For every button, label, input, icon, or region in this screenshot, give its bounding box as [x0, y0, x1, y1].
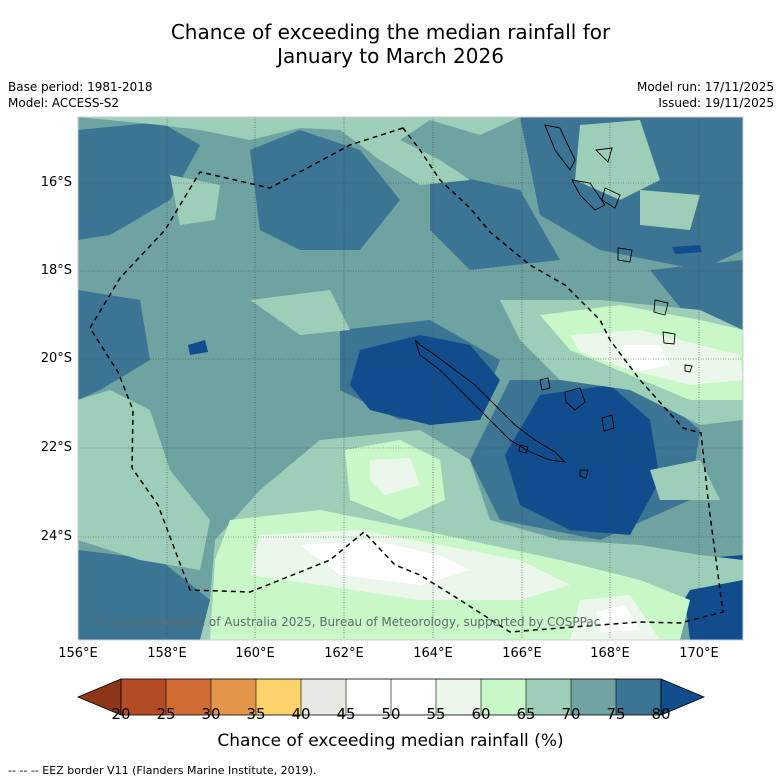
- coastlines: [414, 124, 693, 479]
- field-80-spot-ne: [672, 245, 702, 254]
- map-title-line2: January to March 2026: [277, 44, 504, 68]
- colorbar-bin-55-60: [436, 679, 481, 715]
- colorbar: [76, 678, 706, 716]
- field-65-70-west: [78, 390, 210, 570]
- colorbar-bin-65-70: [526, 679, 571, 715]
- eez-border: [89, 127, 724, 633]
- colorbar-tick: 50: [381, 705, 401, 723]
- model-run-date: Model run: 17/11/2025: [636, 80, 774, 94]
- ouvea-coast: [539, 377, 551, 391]
- colorbar-bin-50-55: [391, 679, 436, 715]
- isle-of-pines-coast: [518, 444, 529, 454]
- colorbar-tick: 40: [291, 705, 311, 723]
- matthew-island-coast: [662, 331, 676, 345]
- colorbar-bin-30-35: [211, 679, 256, 715]
- lon-label: 166°E: [502, 646, 542, 661]
- colorbar-bin-45-50: [346, 679, 391, 715]
- field-50-55-se: [596, 605, 640, 632]
- colorbar-bin-70-75: [571, 679, 616, 715]
- model-name: Model: ACCESS-S2: [8, 96, 120, 110]
- rainfall-probability-field: [78, 117, 743, 640]
- lifou-coast: [564, 387, 586, 411]
- lat-label: 18°S: [40, 263, 72, 278]
- lon-label: 158°E: [147, 646, 187, 661]
- field-75-80-east: [650, 260, 743, 330]
- field-75-80-sw: [78, 550, 210, 640]
- vanuatu-south-coast: [653, 299, 669, 316]
- lat-label: 20°S: [40, 351, 72, 366]
- colorbar-bin-35-40: [256, 679, 301, 715]
- field-50-55-south: [300, 540, 470, 585]
- lon-label: 168°E: [590, 646, 630, 661]
- field-65-70-ne: [575, 120, 660, 200]
- field-80-spot: [188, 340, 208, 355]
- lon-label: 170°E: [679, 646, 719, 661]
- field-65-70-north: [78, 117, 520, 185]
- vanuatu-tanna-coast: [617, 247, 633, 263]
- colorbar-tick: 60: [471, 705, 491, 723]
- colorbar-tick: 75: [606, 705, 626, 723]
- vanuatu-efate-coast: [601, 187, 621, 209]
- lon-label: 156°E: [58, 646, 98, 661]
- colorbar-tick: 65: [516, 705, 536, 723]
- colorbar-bin-25-30: [166, 679, 211, 715]
- field-65-70-se: [650, 460, 720, 500]
- map-frame: [77, 116, 744, 641]
- field-65-70-mid-west: [250, 290, 350, 335]
- eez-legend-note: -- -- -- EEZ border V11 (Flanders Marine…: [8, 764, 317, 777]
- colorbar-bin-20-25: [121, 679, 166, 715]
- map-title-line1: Chance of exceeding the median rainfall …: [170, 20, 611, 44]
- colorbar-tick: 35: [246, 705, 266, 723]
- lat-label: 16°S: [40, 175, 72, 190]
- lon-label: 160°E: [235, 646, 275, 661]
- base-period: Base period: 1981-2018: [8, 80, 153, 94]
- field-80-core-east: [505, 385, 660, 535]
- colorbar-tick: 55: [426, 705, 446, 723]
- vanuatu-island-coast: [595, 147, 613, 163]
- colorbar-tick: 80: [651, 705, 671, 723]
- copyright-credit: © Commonwealth of Australia 2025, Bureau…: [95, 615, 601, 629]
- lat-label: 24°S: [40, 529, 72, 544]
- colorbar-bin-75-80: [616, 679, 661, 715]
- field-80-core-west: [350, 335, 500, 425]
- field-75-80-nw: [78, 122, 200, 240]
- colorbar-bin-60-65: [481, 679, 526, 715]
- field-75-80-north: [250, 130, 400, 250]
- vanuatu-central-coast: [571, 179, 606, 211]
- lon-label: 162°E: [324, 646, 364, 661]
- walpole-coast: [579, 469, 589, 479]
- field-55-60-mid: [370, 458, 420, 495]
- colorbar-tick: 20: [111, 705, 131, 723]
- field-65-70-ne2: [640, 190, 700, 230]
- issued-date: Issued: 19/11/2025: [658, 96, 774, 110]
- lon-label: 164°E: [413, 646, 453, 661]
- lat-label: 22°S: [40, 440, 72, 455]
- colorbar-bin-40-45: [301, 679, 346, 715]
- field-75-80-central: [430, 170, 560, 270]
- vanuatu-north-coast: [544, 124, 576, 171]
- colorbar-tick: 30: [201, 705, 221, 723]
- colorbar-tick: 70: [561, 705, 581, 723]
- colorbar-title: Chance of exceeding median rainfall (%): [217, 731, 564, 751]
- hunter-island-coast: [684, 364, 693, 373]
- colorbar-tick: 45: [336, 705, 356, 723]
- mare-coast: [601, 414, 615, 432]
- field-65-70-nw: [170, 175, 220, 225]
- colorbar-tick: 25: [156, 705, 176, 723]
- field-50-55-east: [620, 345, 670, 372]
- new-caledonia-coast: [414, 339, 567, 463]
